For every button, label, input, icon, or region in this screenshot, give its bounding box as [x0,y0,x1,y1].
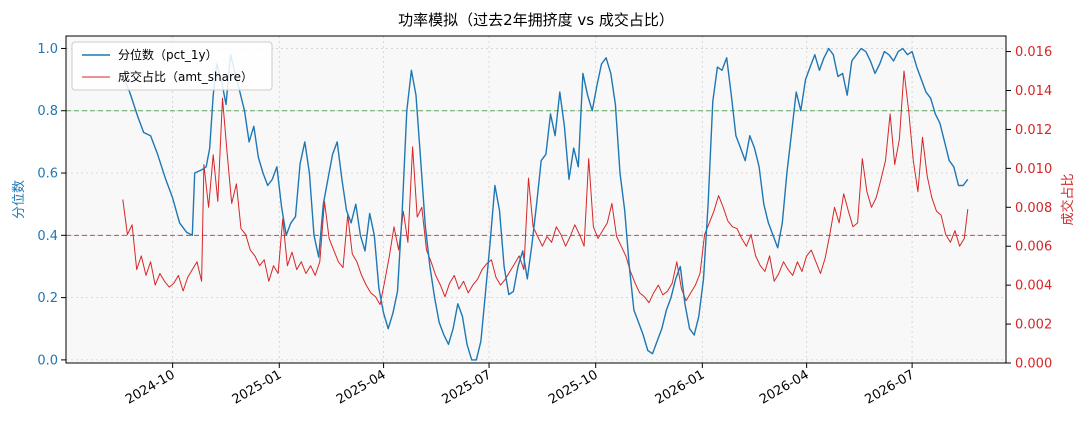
chart-title: 功率模拟（过去2年拥挤度 vs 成交占比） [398,11,674,29]
y-right-tick-label: 0.014 [1015,84,1052,99]
y-axis-left-label: 分位数 [12,180,27,219]
series-layer [122,47,969,361]
y-right-tick-label: 0.004 [1015,279,1052,294]
y-left-tick-label: 0.0 [37,353,58,368]
legend-label-pct: 分位数（pct_1y） [118,47,218,62]
y-left-tick-label: 0.8 [37,104,58,119]
legend: 分位数（pct_1y） 成交占比（amt_share） [71,41,273,91]
y-right-tick-label: 0.016 [1015,45,1052,60]
y-left-tick-label: 0.4 [37,229,58,244]
y-left-tick-label: 1.0 [37,42,58,57]
y-left-tick-label: 0.2 [37,291,58,306]
y-axis-right-label: 成交占比 [1060,173,1076,225]
series-line-pct [122,47,969,361]
legend-box [71,41,273,91]
y-left-tick-label: 0.6 [37,167,58,182]
threshold-lines [66,110,1006,236]
y-right-tick-label: 0.012 [1015,123,1052,138]
plot-frame [65,35,1007,364]
y-right-tick-label: 0.010 [1015,162,1052,177]
y-right-tick-label: 0.008 [1015,201,1052,216]
y-right-tick-label: 0.006 [1015,240,1052,255]
y-right-tick-label: 0.002 [1015,318,1052,333]
series-line-amt-share [122,70,969,306]
y-right-tick-label: 0.000 [1015,357,1052,372]
legend-label-amt-share: 成交占比（amt_share） [118,69,253,84]
